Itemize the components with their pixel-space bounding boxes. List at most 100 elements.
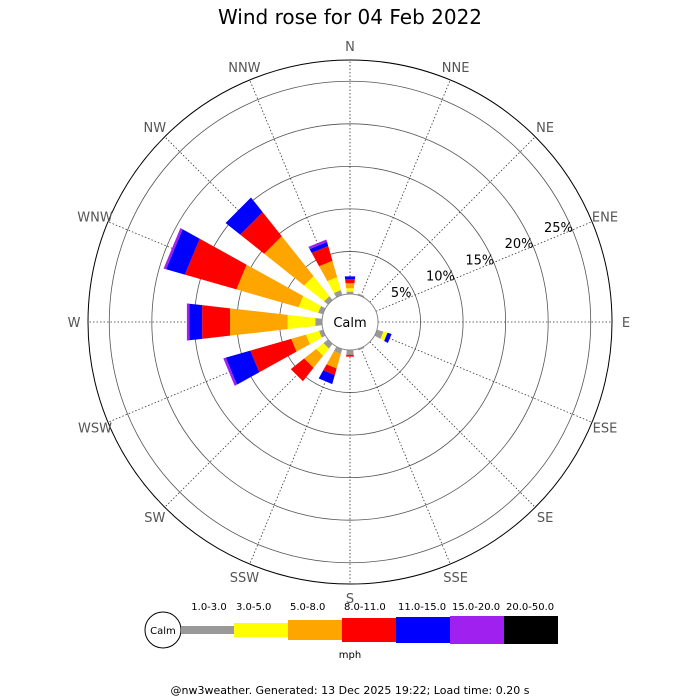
petal-s xyxy=(346,349,354,357)
legend-swatch-5 xyxy=(450,616,504,644)
legend-swatch-6 xyxy=(504,616,558,644)
petal-segment-wnw-2 xyxy=(236,264,304,308)
petal-segment-sw-1 xyxy=(316,343,329,356)
spoke-se xyxy=(369,341,536,508)
petal-segment-ese-4 xyxy=(384,332,392,344)
petal-nw xyxy=(225,197,333,305)
petal-segment-wnw-5 xyxy=(163,227,183,270)
petal-segment-w-3 xyxy=(202,305,231,339)
petal-segment-ssw-3 xyxy=(323,364,337,376)
petal-ssw xyxy=(318,346,343,385)
petal-w xyxy=(186,303,323,341)
legend-label-2: 5.0-8.0 xyxy=(290,602,325,613)
legend-calm-label: Calm xyxy=(150,626,176,637)
spoke-nne xyxy=(360,79,451,297)
petal-segment-nnw-2 xyxy=(319,260,338,282)
direction-label-wnw: WNW xyxy=(77,210,113,225)
petal-segment-n-0 xyxy=(346,291,354,295)
petal-segment-n-2 xyxy=(345,283,355,289)
direction-label-ene: ENE xyxy=(592,210,618,225)
direction-label-nnw: NNW xyxy=(228,61,260,76)
legend-swatch-2 xyxy=(288,620,342,640)
calm-label: Calm xyxy=(333,316,366,331)
petal-segment-wsw-5 xyxy=(223,357,237,386)
petal-segment-ssw-4 xyxy=(318,370,335,385)
petal-segment-nw-2 xyxy=(264,236,314,286)
petal-segment-wsw-3 xyxy=(250,338,297,373)
petal-ese xyxy=(374,329,392,344)
petal-segment-w-4 xyxy=(189,303,203,341)
direction-label-w: W xyxy=(68,316,81,331)
ring-labels: 5% 10% 15% 20% 25% xyxy=(391,221,573,301)
petal-segment-nw-3 xyxy=(240,212,282,254)
petal-segment-nnw-3 xyxy=(311,246,333,267)
legend-label-5: 15.0-20.0 xyxy=(452,602,500,613)
chart-title: Wind rose for 04 Feb 2022 xyxy=(218,5,482,29)
spoke-ssw xyxy=(249,347,340,565)
spoke-ne xyxy=(369,136,536,303)
petal-segment-wnw-4 xyxy=(166,229,200,275)
petal-segment-n-1 xyxy=(346,288,354,292)
petal-segment-sw-3 xyxy=(290,358,314,382)
direction-label-s: S xyxy=(346,592,354,607)
petal-segment-nnw-5 xyxy=(308,239,328,250)
petal-segment-nw-4 xyxy=(225,197,263,235)
legend-swatch-1 xyxy=(234,623,288,637)
petal-segment-wsw-4 xyxy=(225,350,260,385)
direction-label-nw: NW xyxy=(144,121,167,136)
ring-label-2: 10% xyxy=(426,270,455,285)
legend-swatch-4 xyxy=(396,617,450,643)
legend-label-6: 20.0-50.0 xyxy=(506,602,554,613)
legend-unit: mph xyxy=(339,650,361,661)
petal-segment-sse-0 xyxy=(357,346,365,351)
petal-segment-n-3 xyxy=(345,278,355,284)
petal-segment-n-4 xyxy=(344,276,356,279)
petal-wnw xyxy=(163,227,326,315)
petal-segment-w-1 xyxy=(287,314,316,330)
direction-label-nne: NNE xyxy=(442,61,470,76)
petal-segment-w-2 xyxy=(230,308,288,336)
spoke-sse xyxy=(360,347,451,565)
ring-label-3: 15% xyxy=(465,253,494,268)
petal-segment-nw-1 xyxy=(304,276,330,302)
petal-nne xyxy=(357,293,365,298)
legend-swatch-3 xyxy=(342,618,396,642)
direction-label-sw: SW xyxy=(144,511,165,526)
petal-segment-ese-1 xyxy=(380,331,388,341)
legend-label-4: 11.0-15.0 xyxy=(398,602,446,613)
petal-segment-nnw-4 xyxy=(309,241,329,253)
direction-label-ssw: SSW xyxy=(230,571,260,586)
direction-label-sse: SSE xyxy=(443,571,468,586)
calm-center: Calm xyxy=(321,293,379,351)
direction-labels: N NNE NE ENE E ESE SE SSE S SSW SW WSW W WNW NW NNW xyxy=(68,40,631,607)
direction-label-e: E xyxy=(622,316,630,331)
calm-circle xyxy=(321,293,379,351)
grid-ring-5 xyxy=(108,80,592,564)
legend: Calm 1.0-3.0 3.0-5.0 5.0-8.0 8.0-11.0 11.0-15… xyxy=(144,602,558,661)
petal-segment-wsw-1 xyxy=(305,330,322,345)
petal-segment-w-0 xyxy=(315,318,323,326)
petal-wsw xyxy=(223,329,326,386)
legend-swatch-0 xyxy=(181,626,234,634)
ring-label-5: 25% xyxy=(544,221,573,236)
petal-segment-wnw-1 xyxy=(298,296,322,313)
petal-segment-nnw-1 xyxy=(327,277,341,294)
footer-text: @nw3weather. Generated: 13 Dec 2025 19:2… xyxy=(171,684,530,697)
ring-label-4: 20% xyxy=(505,237,534,252)
spoke-ese xyxy=(375,332,593,423)
petal-segment-nne-0 xyxy=(357,293,365,298)
petal-n xyxy=(344,276,356,295)
petal-segment-s-3 xyxy=(346,354,354,357)
ring-label-1: 5% xyxy=(391,286,412,301)
direction-label-ese: ESE xyxy=(593,422,618,437)
petal-segment-w-5 xyxy=(186,303,190,341)
petal-segment-wnw-3 xyxy=(184,238,247,290)
legend-label-0: 1.0-3.0 xyxy=(191,602,226,613)
petal-segment-s-0 xyxy=(346,349,354,355)
petal-segment-ssw-2 xyxy=(326,350,341,369)
legend-label-3: 8.0-11.0 xyxy=(344,602,386,613)
outer-circle xyxy=(87,59,613,585)
petal-segment-wsw-2 xyxy=(291,334,310,352)
petals xyxy=(163,197,392,386)
